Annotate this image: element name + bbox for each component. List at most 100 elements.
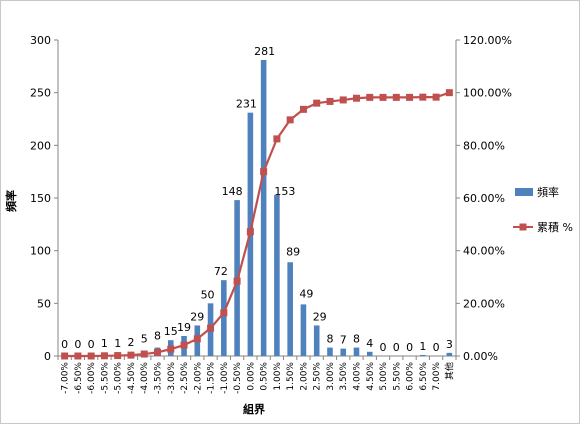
x-tick-label: -4.00% <box>140 362 150 394</box>
y2-tick-label: 100.00% <box>463 87 512 100</box>
cumulative-point <box>339 96 347 104</box>
y2-tick-label: 0.00% <box>463 350 498 363</box>
bar-data-label: 8 <box>154 330 161 343</box>
x-tick-label: -7.00% <box>61 362 71 394</box>
x-tick-label: 0.00% <box>246 362 256 391</box>
bar-data-label: 153 <box>274 185 295 198</box>
cumulative-point <box>392 93 400 101</box>
cumulative-point <box>432 93 440 101</box>
cumulative-point <box>260 168 268 176</box>
y-tick-label: 200 <box>30 139 51 152</box>
x-tick-label: -1.50% <box>207 362 217 394</box>
bar-data-label: 3 <box>446 338 453 351</box>
x-tick-label: 1.00% <box>273 362 283 391</box>
bar-series <box>101 60 453 357</box>
y-tick-label: 100 <box>30 245 51 258</box>
bar-data-label: 5 <box>141 333 148 346</box>
bar-data-label: 7 <box>340 334 347 347</box>
x-tick-label: -3.00% <box>167 362 177 394</box>
cumulative-point <box>193 335 201 343</box>
bar <box>221 280 227 356</box>
x-tick-label: 1.50% <box>286 362 296 391</box>
y2-tick-label: 80.00% <box>463 139 505 152</box>
x-tick-label: 5.00% <box>379 362 389 391</box>
x-tick-label: -6.00% <box>87 362 97 394</box>
x-tick-label: 6.50% <box>419 362 429 391</box>
cumulative-point <box>154 348 161 356</box>
bar-data-label: 8 <box>326 333 333 346</box>
y-tick-label: 150 <box>30 192 51 205</box>
bar-data-label: 231 <box>236 98 257 111</box>
cumulative-point <box>140 350 148 358</box>
cumulative-point <box>233 277 241 285</box>
x-tick-label: 3.50% <box>339 362 349 391</box>
x-tick-label: -0.50% <box>233 362 243 394</box>
cumulative-point <box>273 135 281 143</box>
cumulative-point <box>167 345 175 353</box>
cumulative-point <box>419 93 427 101</box>
x-tick-label: -1.00% <box>220 362 230 394</box>
y-tick-label: 50 <box>37 297 51 310</box>
cumulative-point <box>87 352 95 360</box>
x-tick-label: -5.50% <box>100 362 110 394</box>
y-axis-title: 頻率 <box>4 190 18 212</box>
y2-tick-label: 40.00% <box>463 245 505 258</box>
bar <box>300 304 307 356</box>
cumulative-point <box>379 93 387 101</box>
cumulative-point <box>445 89 453 97</box>
bar-data-label: 89 <box>286 245 300 258</box>
x-tick-label: 4.00% <box>353 362 363 391</box>
cumulative-line-series <box>61 89 453 360</box>
x-tick-label: 3.00% <box>326 362 336 391</box>
legend-label-cumulative: 累積 % <box>537 220 573 234</box>
y2-tick-label: 60.00% <box>463 192 505 205</box>
x-tick-label: 5.50% <box>392 362 402 391</box>
bar-data-label: 0 <box>380 341 387 354</box>
x-tick-label: 4.50% <box>366 362 376 391</box>
bar <box>274 194 280 356</box>
bar-data-label: 49 <box>299 287 313 300</box>
tick-labels: 0501001502002503000.00%20.00%40.00%60.00… <box>30 34 512 394</box>
legend-marker-cumulative <box>519 223 527 231</box>
cumulative-point <box>127 351 135 359</box>
bar-data-label: 0 <box>433 341 440 354</box>
bar-data-label: 1 <box>419 340 426 353</box>
x-tick-label: -4.50% <box>127 362 137 394</box>
legend: 頻率 累積 % <box>513 185 573 234</box>
legend-label-frequency: 頻率 <box>537 185 559 199</box>
x-tick-label: -3.50% <box>154 362 164 394</box>
bar <box>340 348 347 356</box>
bar <box>313 325 320 356</box>
cumulative-point <box>299 105 307 113</box>
bar-data-label: 50 <box>201 288 215 301</box>
bar <box>446 352 453 356</box>
cumulative-point <box>286 116 294 124</box>
x-tick-label: -6.50% <box>74 362 84 394</box>
cumulative-point <box>313 99 321 107</box>
bar-data-label: 2 <box>127 336 134 349</box>
x-tick-label: 0.50% <box>260 362 270 391</box>
cumulative-point <box>246 228 254 236</box>
x-tick-label: 2.00% <box>299 362 309 391</box>
bar-data-label: 72 <box>214 265 228 278</box>
cumulative-point <box>100 352 108 360</box>
y2-tick-label: 120.00% <box>463 34 512 47</box>
bar-data-label: 29 <box>190 310 204 323</box>
bar <box>353 347 360 356</box>
bar <box>327 347 333 356</box>
bar-data-label: 19 <box>177 321 191 334</box>
bar-data-label: 148 <box>222 185 243 198</box>
bar-data-label: 0 <box>88 338 95 351</box>
y2-tick-label: 20.00% <box>463 297 505 310</box>
x-tick-label: 2.50% <box>313 362 323 391</box>
cumulative-point <box>114 352 122 360</box>
cumulative-point <box>326 97 334 105</box>
x-tick-label: -2.00% <box>193 362 203 394</box>
cumulative-point <box>406 93 414 101</box>
bar <box>366 351 373 356</box>
cumulative-point <box>207 324 215 332</box>
bar-data-label: 29 <box>313 310 327 323</box>
